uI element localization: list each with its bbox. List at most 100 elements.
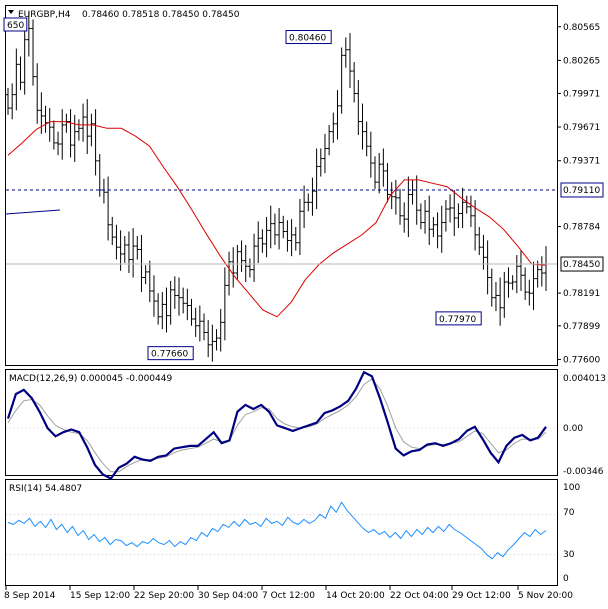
- ohlc-bar: [335, 90, 340, 140]
- macd-title: MACD(12,26,9) 0.000045 -0.000449: [9, 374, 172, 384]
- price-panel: [5, 5, 558, 366]
- ohlc-bar: [339, 47, 344, 114]
- price-tick-label: 0.79971: [563, 89, 600, 99]
- ohlc-bar: [156, 293, 161, 325]
- price-annotation: 0.77970: [435, 311, 482, 326]
- ohlc-bar: [114, 224, 119, 260]
- ohlc-bar: [493, 281, 498, 312]
- ohlc-bar: [26, 11, 31, 57]
- ohlc-bar: [406, 176, 411, 238]
- ohlc-bar: [202, 313, 207, 341]
- ohlc-bar: [277, 207, 282, 250]
- ohlc-bar: [227, 251, 232, 296]
- macd-signal-line: [7, 378, 547, 473]
- ohlc-bar: [206, 320, 211, 358]
- ohlc-bar: [302, 185, 307, 229]
- macd-tick-zero: 0.00: [563, 424, 583, 434]
- price-tick-label: 0.79371: [563, 157, 600, 167]
- current-price-box: [560, 256, 604, 272]
- ohlc-bar: [452, 189, 457, 236]
- price-annotation: 0.77660: [147, 346, 194, 361]
- ohlc-bar: [243, 244, 248, 282]
- ohlc-bar: [264, 216, 269, 258]
- ohlc-bar: [285, 220, 290, 252]
- ohlc-bar: [56, 131, 61, 156]
- ohlc-bar: [381, 148, 386, 187]
- rsi-tick-0: 0: [563, 574, 569, 584]
- price-annotation: 650: [3, 17, 28, 32]
- rsi-tick-100: 100: [563, 483, 580, 493]
- ohlc-bar: [126, 231, 131, 274]
- ohlc-bar: [222, 267, 227, 341]
- ohlc-bar: [306, 193, 311, 212]
- ohlc-bar: [256, 221, 261, 263]
- ohlc-bar: [172, 276, 177, 309]
- ohlc-bar: [352, 62, 357, 103]
- macd-panel: [5, 369, 558, 476]
- ohlc-bar: [343, 37, 348, 68]
- price-tick-label: 0.79671: [563, 123, 600, 133]
- ohlc-bar: [143, 265, 148, 285]
- time-tick-label: 30 Sep 04:00: [198, 591, 258, 601]
- ohlc-bar: [18, 56, 23, 91]
- ohlc-bar: [523, 267, 528, 300]
- ohlc-bar: [89, 113, 94, 147]
- price-tick-label: 0.77899: [563, 322, 600, 332]
- ohlc-bar: [539, 256, 544, 287]
- time-tick-label: 5 Nov 20:00: [518, 591, 573, 601]
- ohlc-bar: [393, 179, 398, 215]
- price-axis: 0.80565 0.80265 0.79971 0.79671 0.79371 0.787…: [557, 23, 600, 365]
- price-annotation-label: 650: [7, 21, 24, 31]
- ohlc-bar: [502, 271, 507, 318]
- ohlc-bar: [239, 240, 244, 272]
- ohlc-bar: [176, 277, 181, 316]
- ohlc-bar: [456, 203, 461, 229]
- ohlc-bar: [356, 80, 361, 136]
- ohlc-bar: [514, 255, 519, 294]
- ohlc-bar: [460, 187, 465, 229]
- time-tick-label: 8 Sep 2014: [4, 591, 56, 601]
- price-annotation: 0.80460: [285, 30, 332, 45]
- ohlc-bar: [473, 200, 478, 251]
- price-tick-label: 0.78191: [563, 289, 600, 299]
- price-annotation-label: 0.77970: [439, 315, 476, 325]
- ohlc-bar: [93, 109, 98, 176]
- trend-line-fragment: [5, 209, 61, 215]
- price-tick-label: 0.80565: [563, 23, 600, 33]
- ohlc-bar: [51, 120, 56, 150]
- ohlc-bar: [464, 195, 469, 214]
- price-annotations: 650 0.80460 0.77660 0.77970: [3, 17, 482, 361]
- symbol-title: EURGBP,H4: [18, 10, 71, 20]
- time-tick-label: 7 Oct 12:00: [262, 591, 315, 601]
- price-tick-label: 0.77600: [563, 355, 600, 365]
- ohlc-bar: [293, 227, 298, 251]
- macd-main-line: [6, 370, 547, 481]
- ohlc-bar: [398, 188, 403, 225]
- ohlc-bar: [439, 205, 444, 253]
- ohlc-bar: [347, 32, 352, 88]
- ohlc-bar: [297, 198, 302, 256]
- ohlc-bar: [197, 305, 202, 342]
- ohlc-bar: [139, 234, 144, 293]
- ohlc-bar: [506, 267, 511, 298]
- ohlc-bar: [131, 228, 136, 278]
- ohlc-bar: [181, 287, 186, 314]
- ohlc-bar: [81, 103, 86, 142]
- ohlc-bar: [6, 87, 10, 115]
- ohlc-bar: [235, 244, 240, 280]
- ohlc-bar: [43, 105, 48, 133]
- ohlc-bar: [448, 194, 453, 223]
- dropdown-arrow-icon[interactable]: [8, 10, 14, 14]
- ohlc-bar: [260, 229, 265, 253]
- ohlc-bar: [531, 261, 536, 311]
- time-tick-label: 22 Sep 20:00: [134, 591, 194, 601]
- ohlc-bar: [431, 216, 436, 238]
- ohlc-series: [6, 11, 548, 362]
- time-tick-label: 14 Oct 20:00: [326, 591, 385, 601]
- ohlc-bar: [427, 195, 432, 245]
- ohlc-bar: [151, 275, 156, 317]
- rsi-line: [7, 501, 547, 560]
- ohlc-bar: [231, 247, 236, 288]
- ohlc-bar: [368, 131, 373, 178]
